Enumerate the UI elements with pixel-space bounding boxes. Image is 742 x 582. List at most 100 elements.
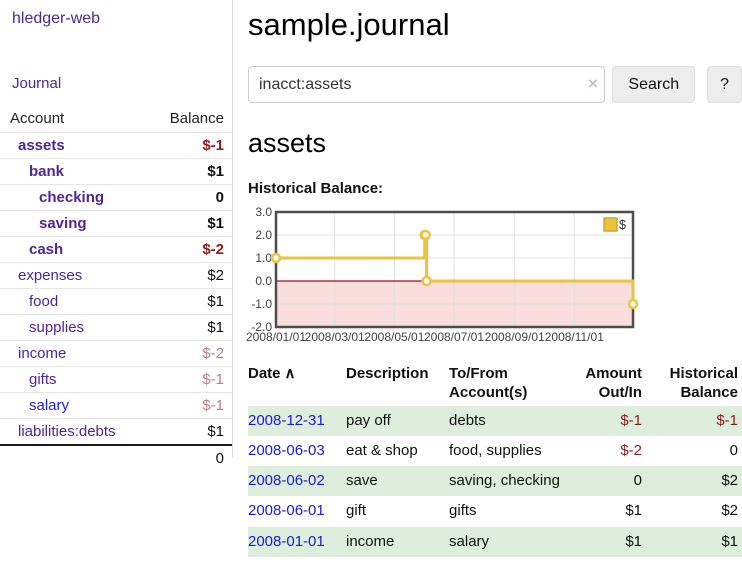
transaction-date-link[interactable]: 2008-06-01 — [248, 502, 325, 520]
register-cell-balance: 0 — [729, 441, 738, 459]
data-point-marker[interactable] — [421, 275, 432, 287]
account-link[interactable]: income — [18, 345, 67, 362]
register-header-date[interactable]: Date ∧ — [248, 365, 296, 382]
axis-tick-label: -2.0 — [251, 320, 272, 334]
account-row: expenses $2 — [0, 262, 232, 289]
sidebar-item-journal[interactable]: Journal — [12, 75, 62, 92]
register-cell-date: 2008-12-31 — [248, 406, 346, 436]
account-link[interactable]: supplies — [29, 319, 85, 336]
page-title: sample.journal — [248, 7, 450, 42]
chart-title: Historical Balance: — [248, 180, 384, 197]
axis-tick-label: 2008/07/01 — [424, 330, 484, 344]
account-link[interactable]: salary — [29, 397, 70, 414]
account-link[interactable]: gifts — [29, 371, 57, 388]
account-balance: $-1 — [146, 132, 232, 159]
historical-balance-chart[interactable]: 3.0 2.0 1.0 0.0 -1.0 -2.0 2008/01/01 2008/03/01… — [246, 204, 646, 346]
account-row: assets $-1 — [0, 132, 232, 159]
register-cell-date: 2008-06-02 — [248, 466, 346, 496]
account-heading: assets — [248, 128, 327, 158]
sidebar: hledger-web Journal Account Balance asse… — [0, 0, 233, 471]
account-link[interactable]: saving — [39, 215, 87, 232]
register-row: 2008-06-02 save saving, checking 0 $2 — [248, 466, 742, 497]
account-row: liabilities:debts $1 — [0, 418, 232, 446]
app-brand-link[interactable]: hledger-web — [12, 10, 101, 27]
help-button[interactable]: ? — [707, 66, 742, 103]
account-balance: $1 — [146, 418, 232, 446]
accounts-total-spacer — [0, 444, 147, 471]
transaction-date-link[interactable]: 2008-06-02 — [248, 472, 325, 489]
axis-tick-label: 2.0 — [255, 228, 272, 242]
account-row: salary $-1 — [0, 392, 232, 419]
register-cell-amount: $1 — [625, 502, 642, 520]
data-point-marker[interactable] — [627, 298, 639, 310]
transaction-date-link[interactable]: 2008-01-01 — [248, 532, 325, 550]
search-input[interactable] — [248, 66, 606, 103]
axis-tick-label: 2008/03/01 — [305, 330, 365, 344]
accounts-total-row: 0 — [0, 444, 232, 471]
legend-swatch — [603, 217, 618, 232]
account-link[interactable]: liabilities:debts — [18, 423, 116, 440]
register-cell-accounts: gifts — [449, 502, 477, 520]
accounts-total-value: 0 — [146, 444, 232, 471]
register-cell-balance: $2 — [721, 472, 738, 489]
axis-tick-label: 2008/09/01 — [485, 330, 545, 344]
register-cell-date: 2008-01-01 — [248, 527, 346, 557]
accounts-header-row: Account Balance — [0, 107, 232, 133]
account-balance: $-1 — [146, 366, 232, 393]
register-table: Date ∧ Description To/From Account(s) Amo… — [248, 363, 742, 557]
register-row: 2008-12-31 pay off debts $-1 $-1 — [248, 405, 742, 436]
accounts-header-balance: Balance — [146, 107, 232, 133]
account-balance: 0 — [146, 184, 232, 211]
register-cell-amount: $1 — [625, 532, 642, 550]
register-cell-description: pay off — [345, 411, 391, 429]
register-cell-description: save — [345, 472, 378, 489]
register-cell-description: income — [345, 532, 395, 550]
account-link[interactable]: food — [29, 293, 59, 310]
account-balance: $1 — [146, 158, 232, 185]
register-header-amount: Amount Out/In — [585, 365, 642, 401]
register-cell-accounts: debts — [449, 411, 486, 429]
account-balance: $2 — [146, 262, 232, 289]
account-balance: $1 — [146, 210, 232, 237]
account-link[interactable]: assets — [18, 137, 65, 154]
plot-border — [274, 210, 635, 329]
account-link[interactable]: bank — [29, 163, 65, 180]
legend-label: $ — [619, 218, 626, 232]
accounts-header-account: Account — [0, 107, 147, 133]
axis-tick-label: 1.0 — [255, 251, 272, 265]
register-header-row: Date ∧ Description To/From Account(s) Amo… — [248, 363, 742, 406]
register-row: 2008-06-01 gift gifts $1 $2 — [248, 496, 742, 526]
account-link[interactable]: expenses — [18, 267, 83, 284]
register-cell-accounts: food, supplies — [449, 441, 542, 459]
account-row: checking 0 — [0, 184, 232, 211]
account-balance: $-2 — [146, 236, 232, 263]
account-balance: $1 — [146, 314, 232, 341]
search-button[interactable]: Search — [612, 66, 696, 103]
register-cell-accounts: saving, checking — [449, 472, 560, 489]
register-cell-balance: $-1 — [716, 411, 738, 429]
balance-chart-svg[interactable]: 3.0 2.0 1.0 0.0 -1.0 -2.02008/01/012008/03/01… — [246, 204, 646, 346]
account-link[interactable]: cash — [29, 241, 64, 258]
register-header-balance: Historical Balance — [669, 365, 738, 401]
axis-tick-label: 0.0 — [255, 274, 272, 288]
register-cell-accounts: salary — [449, 532, 490, 550]
account-row: cash $-2 — [0, 236, 232, 263]
search-form: × Search ? — [248, 66, 742, 103]
register-row: 2008-06-03 eat & shop food, supplies $-2 0 — [248, 436, 742, 466]
register-cell-description: eat & shop — [345, 441, 418, 459]
account-balance: $-2 — [146, 340, 232, 367]
data-point-marker[interactable] — [270, 252, 282, 264]
transaction-date-link[interactable]: 2008-06-03 — [248, 441, 325, 459]
register-cell-balance: $1 — [721, 532, 738, 550]
main-content: sample.journal × Search ? assets Histori… — [246, 0, 742, 557]
register-cell-date: 2008-06-03 — [248, 436, 346, 466]
account-link[interactable]: checking — [39, 189, 105, 206]
axis-tick-label: 2008/01/01 — [246, 330, 306, 344]
account-balance: $1 — [146, 288, 232, 315]
clear-search-icon[interactable]: × — [588, 74, 598, 93]
data-point-marker[interactable] — [420, 229, 431, 241]
transaction-date-link[interactable]: 2008-12-31 — [248, 411, 325, 429]
account-row: saving $1 — [0, 210, 232, 237]
register-header-description: Description — [345, 365, 429, 382]
account-row: bank $1 — [0, 158, 232, 185]
